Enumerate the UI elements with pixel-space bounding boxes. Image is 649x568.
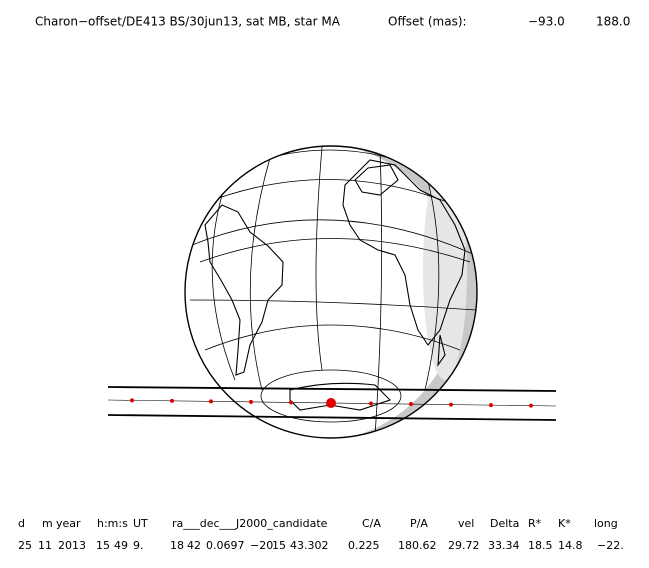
table-header: long: [594, 517, 618, 530]
path-dot: [170, 398, 174, 403]
table-header: vel: [458, 517, 474, 530]
table-cell: 0.225: [348, 539, 380, 552]
table-cell: 15: [96, 539, 110, 552]
table-header: P/A: [410, 517, 428, 530]
closest-approach-dot: [326, 398, 336, 408]
globe-limb: [184, 145, 478, 439]
path-dot: [289, 400, 293, 405]
table-cell: 42: [187, 539, 201, 552]
table-header: d: [18, 517, 25, 530]
globe: [184, 145, 478, 439]
table-header: C/A: [362, 517, 381, 530]
offset-value: 188.0: [596, 15, 630, 29]
table-cell: 0.0697: [206, 539, 245, 552]
table-header: year: [56, 517, 81, 530]
shadow-edge-south: [107, 414, 557, 421]
table-cell: 180.62: [398, 539, 437, 552]
table-header: Delta: [490, 517, 519, 530]
table-cell: 11: [38, 539, 52, 552]
table-cell: 15: [272, 539, 286, 552]
table-cell: 29.72: [448, 539, 480, 552]
path-dot: [130, 398, 134, 403]
path-dot: [209, 399, 213, 404]
table-cell: 43.302: [290, 539, 329, 552]
table-cell: 18.5: [528, 539, 553, 552]
table-cell: 18: [170, 539, 184, 552]
table-cell: 14.8: [558, 539, 583, 552]
table-header: ra___dec___J2000_candidate: [172, 517, 328, 530]
table-header: UT: [133, 517, 148, 530]
table-header: h:m:s: [97, 517, 128, 530]
twilight: [423, 160, 467, 380]
path-dot: [409, 402, 413, 407]
table-cell: 25: [18, 539, 32, 552]
path-dot: [369, 401, 373, 406]
day-side: [185, 146, 461, 438]
path-dot: [449, 402, 453, 407]
offset-value: −93.0: [528, 15, 565, 29]
table-cell: 2013: [58, 539, 86, 552]
table-cell: 9.: [133, 539, 144, 552]
path-dot: [489, 403, 493, 408]
table-header: K*: [558, 517, 571, 530]
table-cell: 49: [114, 539, 128, 552]
path-dot: [529, 403, 533, 408]
title: Charon−offset/DE413 BS/30jun13, sat MB, …: [35, 15, 341, 29]
shadow-edge-north: [107, 386, 557, 392]
table-cell: 33.34: [488, 539, 520, 552]
table-cell: −20: [250, 539, 273, 552]
table-header: m: [42, 517, 53, 530]
table-cell: −22.: [597, 539, 624, 552]
offset-label: Offset (mas):: [388, 15, 467, 29]
path-dot: [249, 399, 253, 404]
table-header: R*: [528, 517, 542, 530]
